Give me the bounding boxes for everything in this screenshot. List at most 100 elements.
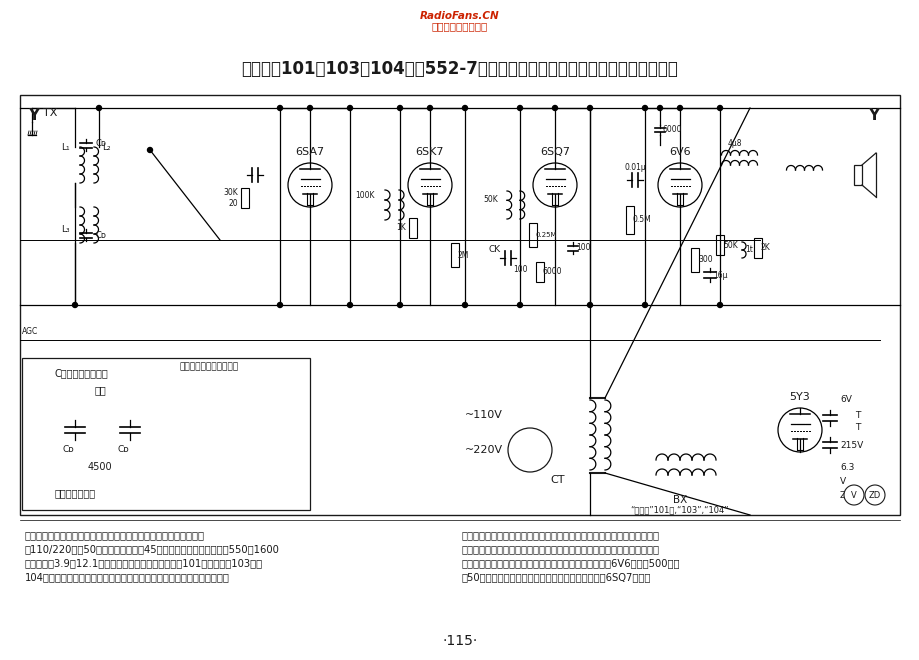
Circle shape xyxy=(587,302,592,308)
Text: ~110V: ~110V xyxy=(465,410,503,420)
Bar xyxy=(690,248,698,272)
Text: 2M: 2M xyxy=(458,251,469,259)
Bar xyxy=(715,235,723,255)
Text: ·115·: ·115· xyxy=(442,634,477,648)
Text: ZD: ZD xyxy=(868,490,880,500)
Text: Cᴅ: Cᴅ xyxy=(96,230,107,240)
Circle shape xyxy=(717,302,721,308)
Text: 104型用木质；控制旋钮，左：电源开关及音量控制，中：电台选择，右：: 104型用木质；控制旋钮，左：电源开关及音量控制，中：电台选择，右： xyxy=(25,572,230,582)
Text: BX: BX xyxy=(672,495,686,505)
Circle shape xyxy=(397,302,403,308)
Circle shape xyxy=(507,428,551,472)
Text: Cᴅ: Cᴅ xyxy=(117,445,129,454)
Circle shape xyxy=(307,106,312,110)
Circle shape xyxy=(462,106,467,110)
Text: 6SA7: 6SA7 xyxy=(295,147,324,157)
Text: 5Y3: 5Y3 xyxy=(789,392,810,402)
Circle shape xyxy=(657,106,662,110)
Circle shape xyxy=(657,163,701,207)
Bar xyxy=(22,358,310,510)
Text: TX: TX xyxy=(43,108,57,118)
Text: 0.01μ: 0.01μ xyxy=(623,163,645,172)
Text: 流110/220伏，50周；电力消耗，约45瓦；收听频率范围，中波：550～1600: 流110/220伏，50周；电力消耗，约45瓦；收听频率范围，中波：550～16… xyxy=(25,544,279,554)
Text: 将一部份线圈接入馈放电路，以平衡交流声；负回授：由6V6屏路内500千欧: 将一部份线圈接入馈放电路，以平衡交流声；负回授：由6V6屏路内500千欧 xyxy=(461,558,680,568)
Text: AGC: AGC xyxy=(22,327,39,336)
Text: 0.5M: 0.5M xyxy=(632,216,651,224)
Bar xyxy=(20,95,899,515)
Text: 6SQ7: 6SQ7 xyxy=(539,147,570,157)
Text: T: T xyxy=(854,411,859,420)
Text: 收音机爱好者资料库: 收音机爱好者资料库 xyxy=(431,21,488,31)
Circle shape xyxy=(397,106,403,110)
Text: 215V: 215V xyxy=(839,440,862,449)
Text: 4500: 4500 xyxy=(87,462,112,472)
Circle shape xyxy=(73,302,77,308)
Text: 100: 100 xyxy=(512,265,527,274)
Circle shape xyxy=(552,106,557,110)
Text: 调整: 调整 xyxy=(94,385,106,395)
Circle shape xyxy=(96,106,101,110)
Bar xyxy=(409,218,416,238)
Circle shape xyxy=(278,302,282,308)
Bar xyxy=(450,243,459,267)
Text: 30K
20: 30K 20 xyxy=(223,188,238,208)
Bar xyxy=(536,262,543,282)
Text: 6V: 6V xyxy=(839,395,851,405)
Text: 波段开关；拾音装置，机后有拾音器插孔，拾音器插头塞入后，即可放送唱: 波段开关；拾音装置，机后有拾音器插孔，拾音器插头塞入后，即可放送唱 xyxy=(461,530,659,540)
Text: RadioFans.CN: RadioFans.CN xyxy=(420,11,499,21)
Circle shape xyxy=(676,106,682,110)
Text: 千周，短波3.9～12.1兆周；装备及使用说明，外壳，101型塑胶制，103型、: 千周，短波3.9～12.1兆周；装备及使用说明，外壳，101型塑胶制，103型、 xyxy=(25,558,263,568)
Text: 6.3: 6.3 xyxy=(839,463,854,473)
Text: 6SK7: 6SK7 xyxy=(415,147,444,157)
Circle shape xyxy=(843,485,863,505)
Text: L₂: L₂ xyxy=(102,143,110,152)
Circle shape xyxy=(717,106,721,110)
Circle shape xyxy=(641,106,647,110)
Text: 16μ: 16μ xyxy=(712,271,727,279)
Text: ~220V: ~220V xyxy=(464,445,503,455)
Text: 0.25M: 0.25M xyxy=(536,232,557,238)
Text: 片，同时自动切断收音电路；线路结构及特点，输出变压器：初级有抽头，: 片，同时自动切断收音电路；线路结构及特点，输出变压器：初级有抽头， xyxy=(461,544,659,554)
Text: L₃: L₃ xyxy=(62,226,70,234)
Text: 100K: 100K xyxy=(355,191,375,199)
Text: 与50千欧电阻组成的分压器上取得负回授电压，输至6SQ7屏路。: 与50千欧电阻组成的分压器上取得负回授电压，输至6SQ7屏路。 xyxy=(461,572,651,582)
Bar xyxy=(241,188,249,208)
Text: 1K: 1K xyxy=(396,224,405,232)
Text: 50K: 50K xyxy=(722,240,737,249)
Circle shape xyxy=(462,302,467,308)
Text: T: T xyxy=(854,424,859,432)
Text: 此，波段开关在中波位置: 此，波段开关在中波位置 xyxy=(180,362,239,371)
Text: 新时代牌101、103、104型（552-7）交流五管二波段（原上海公利电器厂产品）: 新时代牌101、103、104型（552-7）交流五管二波段（原上海公利电器厂产… xyxy=(242,60,677,78)
Circle shape xyxy=(532,163,576,207)
Text: 【说明】本机备有拾音器插口，可放唱片。一般性能，使用电源：交: 【说明】本机备有拾音器插口，可放唱片。一般性能，使用电源：交 xyxy=(25,530,205,540)
Text: 50K: 50K xyxy=(482,195,497,205)
Text: Cᴅ: Cᴅ xyxy=(96,139,107,147)
Circle shape xyxy=(347,106,352,110)
Text: L₁: L₁ xyxy=(62,143,70,152)
Circle shape xyxy=(864,485,884,505)
Circle shape xyxy=(587,106,592,110)
Text: 300: 300 xyxy=(698,255,712,265)
Text: C尼音数音均有补偿: C尼音数音均有补偿 xyxy=(55,368,108,378)
Circle shape xyxy=(427,106,432,110)
Text: CK: CK xyxy=(488,246,501,255)
Text: ZD: ZD xyxy=(839,490,852,500)
Circle shape xyxy=(516,106,522,110)
Circle shape xyxy=(407,163,451,207)
Text: 1t: 1t xyxy=(744,246,752,255)
Text: V: V xyxy=(839,477,845,486)
Circle shape xyxy=(777,408,821,452)
Circle shape xyxy=(288,163,332,207)
Circle shape xyxy=(641,302,647,308)
Text: CT: CT xyxy=(550,475,564,485)
Circle shape xyxy=(516,302,522,308)
Text: Y: Y xyxy=(28,108,40,123)
Text: 4μ8: 4μ8 xyxy=(727,139,742,148)
Circle shape xyxy=(278,106,282,110)
Circle shape xyxy=(347,302,352,308)
Text: “新时代”101型,“103”,“104”: “新时代”101型,“103”,“104” xyxy=(630,505,729,514)
Text: Cᴅ: Cᴅ xyxy=(62,445,74,454)
Bar xyxy=(754,238,761,258)
Bar xyxy=(528,223,537,247)
Bar xyxy=(625,206,633,234)
